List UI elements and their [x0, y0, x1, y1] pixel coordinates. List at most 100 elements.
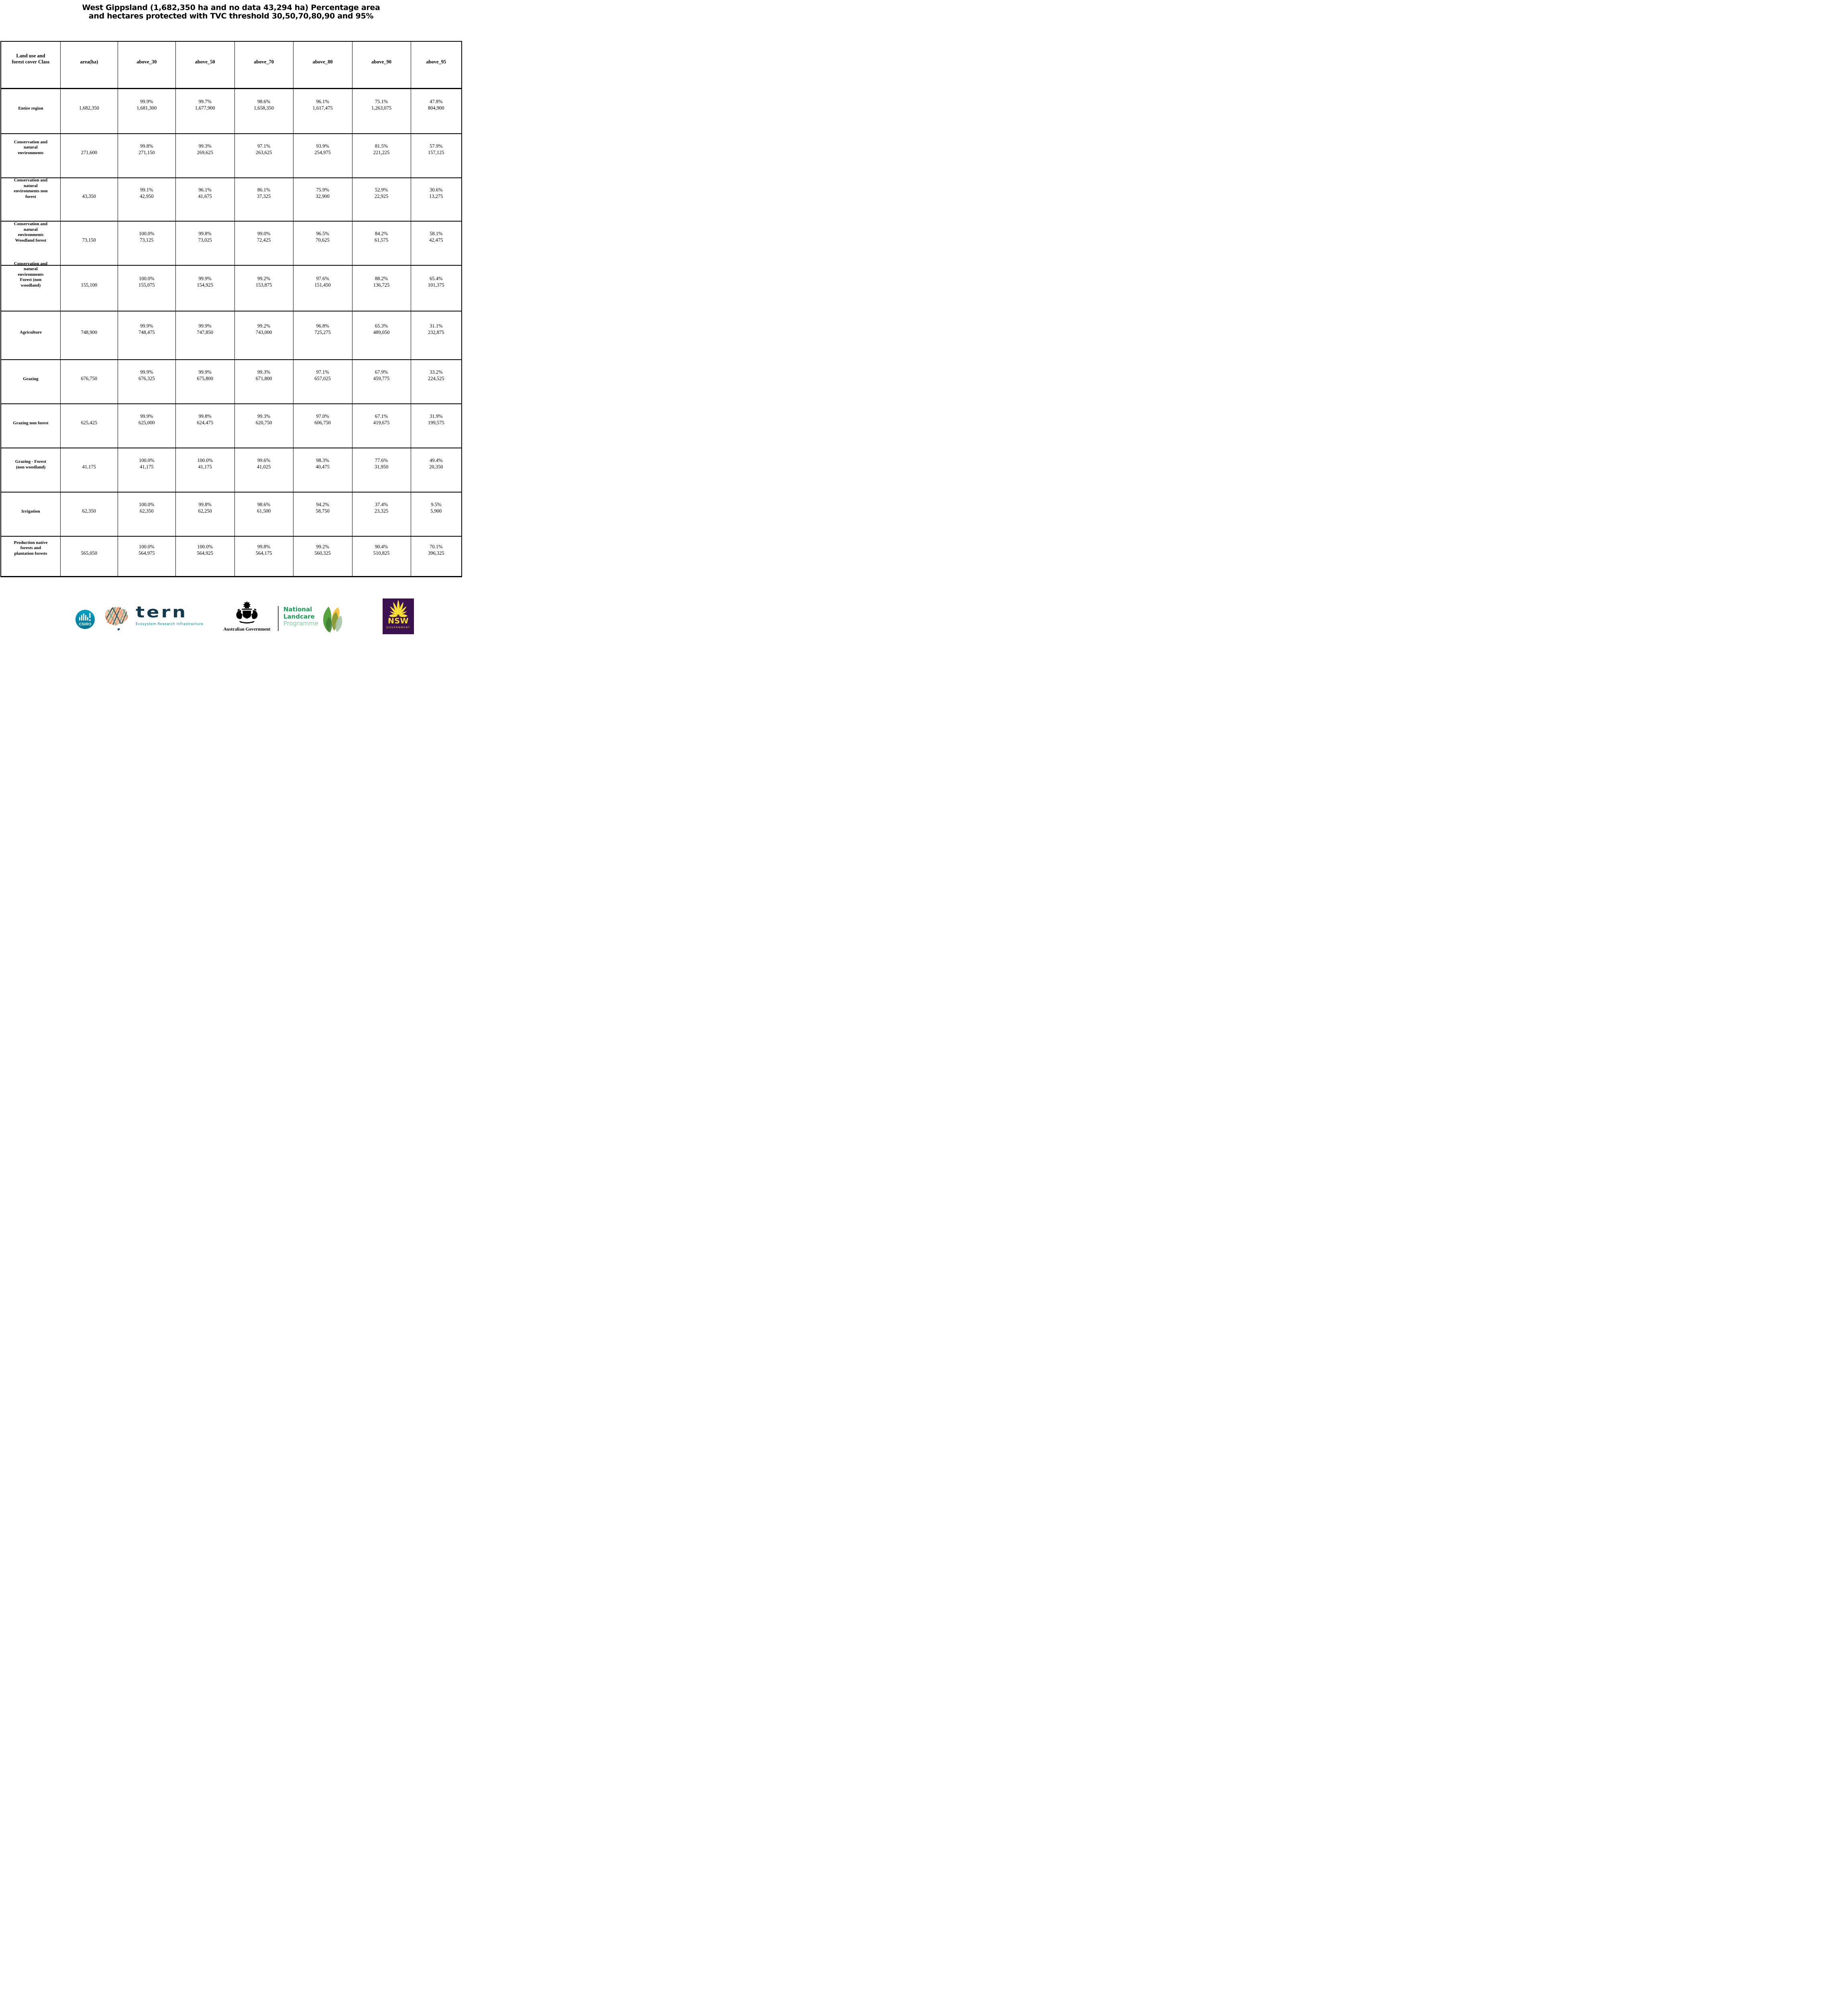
cell-class: Grazing - Forest (non woodland) [15, 459, 47, 470]
cell-above-80: 98.3% 40,475 [293, 448, 352, 492]
table-row: Entire region 1,682,350 99.9% 1,681,300 9… [1, 89, 461, 133]
cell-above-50: 99.3% 269,625 [175, 134, 234, 177]
cell-above-30: 99.9% 748,475 [117, 311, 175, 359]
cell-class: Conservation and natural environments no… [14, 178, 48, 199]
cell-above-90: 67.9% 459,775 [352, 360, 411, 403]
cell-area: 43,350 [60, 178, 118, 221]
header-class: Land use and forest cover Class [12, 53, 50, 65]
cell-above-70: 98.6% 1,658,350 [234, 89, 293, 133]
cell-area: 625,425 [60, 404, 118, 448]
cell-area: 73,150 [60, 222, 118, 265]
cell-class: Conservation and natural environments Fo… [14, 261, 48, 288]
cell-above-90: 52.9% 22,925 [352, 178, 411, 221]
cell-area: 41,175 [60, 448, 118, 492]
cell-above-95: 70.1% 396,325 [410, 537, 461, 576]
cell-above-80: 97.6% 151,450 [293, 266, 352, 311]
cell-above-90: 90.4% 510,825 [352, 537, 411, 576]
cell-above-70: 99.3% 620,750 [234, 404, 293, 448]
table-row: Production native forests and plantation… [1, 536, 461, 576]
landcare-leaves-icon [323, 607, 342, 633]
cell-above-80: 96.8% 725,275 [293, 311, 352, 359]
cell-above-50: 100.0% 564,925 [175, 537, 234, 576]
cell-area: 155,100 [60, 266, 118, 311]
landcare-word-programme: Programme [283, 620, 319, 627]
cell-class: Irrigation [21, 509, 40, 514]
table-header-row: Land use and forest cover Class area(ha)… [1, 42, 461, 89]
cell-above-80: 97.0% 606,750 [293, 404, 352, 448]
cell-above-70: 99.3% 671,800 [234, 360, 293, 403]
cell-above-95: 9.5% 5,900 [410, 493, 461, 536]
page-title: West Gippsland (1,682,350 ha and no data… [0, 4, 462, 20]
nsw-government-label: GOVERNMENT [386, 626, 410, 629]
csiro-logo: CSIRO [75, 610, 95, 629]
cell-above-30: 100.0% 62,350 [117, 493, 175, 536]
cell-above-90: 65.3% 489,050 [352, 311, 411, 359]
cell-above-70: 99.2% 743,000 [234, 311, 293, 359]
cell-area: 748,900 [60, 311, 118, 359]
cell-above-30: 100.0% 564,975 [117, 537, 175, 576]
australian-government-logo: Australian Government [217, 601, 277, 632]
cell-above-30: 100.0% 155,075 [117, 266, 175, 311]
table-row: Agriculture 748,900 99.9% 748,475 99.9% 74… [1, 311, 461, 359]
cell-above-95: 31.1% 232,875 [410, 311, 461, 359]
coat-of-arms-icon [236, 601, 258, 624]
australian-government-label: Australian Government [223, 627, 271, 632]
table-row: Grazing 676,750 99.9% 676,325 99.9% 675,80… [1, 359, 461, 403]
table-row: Grazing - Forest (non woodland) 41,175 1… [1, 448, 461, 492]
header-above-30: above_30 [117, 42, 175, 88]
cell-above-95: 31.9% 199,575 [410, 404, 461, 448]
cell-above-80: 99.2% 560,325 [293, 537, 352, 576]
cell-above-50: 99.9% 675,800 [175, 360, 234, 403]
cell-above-95: 33.2% 224,525 [410, 360, 461, 403]
cell-above-95: 58.1% 42,475 [410, 222, 461, 265]
landcare-word-national: National [283, 606, 312, 613]
cell-above-90: 81.5% 221,225 [352, 134, 411, 177]
cell-above-80: 96.5% 70,625 [293, 222, 352, 265]
cell-class: Agriculture [20, 330, 42, 335]
header-above-70: above_70 [234, 42, 293, 88]
nsw-government-logo: NSW GOVERNMENT [383, 598, 414, 634]
cell-above-70: 99.8% 564,175 [234, 537, 293, 576]
cell-above-95: 57.9% 157,125 [410, 134, 461, 177]
cell-area: 565,050 [60, 537, 118, 576]
table-row: Grazing non forest 625,425 99.9% 625,000 … [1, 403, 461, 448]
nsw-wordmark: NSW [387, 617, 409, 625]
cell-above-30: 99.9% 1,681,300 [117, 89, 175, 133]
cell-above-80: 94.2% 58,750 [293, 493, 352, 536]
landcare-word-landcare: Landcare [283, 613, 315, 620]
cell-above-50: 99.9% 747,850 [175, 311, 234, 359]
cell-above-30: 99.8% 271,150 [117, 134, 175, 177]
header-above-95: above_95 [410, 42, 461, 88]
cell-above-90: 88.2% 136,725 [352, 266, 411, 311]
cell-area: 676,750 [60, 360, 118, 403]
page-title-line2: and hectares protected with TVC threshol… [88, 12, 374, 20]
csiro-wordmark: CSIRO [79, 622, 92, 627]
header-above-90: above_90 [352, 42, 411, 88]
cell-above-70: 97.1% 263,625 [234, 134, 293, 177]
waratah-icon [389, 599, 407, 617]
header-above-50: above_50 [175, 42, 234, 88]
header-above-80: above_80 [293, 42, 352, 88]
cell-area: 1,682,350 [60, 89, 118, 133]
footer-logos: CSIRO tern Ecosystem Research Infrastruc… [0, 594, 462, 634]
cell-above-90: 77.6% 31,950 [352, 448, 411, 492]
cell-above-50: 99.8% 624,475 [175, 404, 234, 448]
table-row: Conservation and natural environments 27… [1, 133, 461, 177]
data-table: Land use and forest cover Class area(ha)… [0, 41, 462, 577]
cell-above-95: 49.4% 20,350 [410, 448, 461, 492]
cell-class: Production native forests and plantation… [14, 540, 48, 556]
cell-above-80: 93.9% 254,975 [293, 134, 352, 177]
cell-above-30: 99.9% 625,000 [117, 404, 175, 448]
cell-above-70: 99.2% 153,875 [234, 266, 293, 311]
cell-above-95: 65.4% 101,375 [410, 266, 461, 311]
cell-above-80: 75.9% 32,900 [293, 178, 352, 221]
cell-above-70: 98.6% 61,500 [234, 493, 293, 536]
cell-above-50: 96.1% 41,675 [175, 178, 234, 221]
australia-map-art-icon [105, 607, 128, 631]
cell-above-30: 100.0% 41,175 [117, 448, 175, 492]
tern-wordmark: tern [136, 603, 187, 621]
cell-area: 62,350 [60, 493, 118, 536]
cell-class: Grazing [23, 376, 39, 381]
cell-class: Conservation and natural environments Wo… [14, 222, 48, 243]
cell-above-50: 99.8% 73,025 [175, 222, 234, 265]
